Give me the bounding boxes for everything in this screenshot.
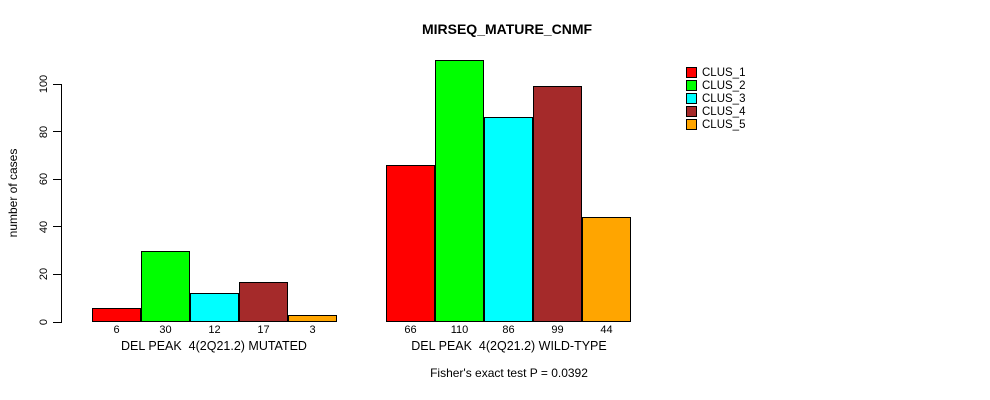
- y-tick-mark: [53, 83, 61, 85]
- legend-label-clus_4: CLUS_4: [702, 105, 746, 118]
- bar-clus_1: [386, 165, 435, 322]
- legend-label-clus_3: CLUS_3: [702, 92, 746, 105]
- bar-value-label: 44: [600, 324, 613, 336]
- y-tick-label: 40: [38, 220, 50, 233]
- bar-clus_2: [435, 60, 484, 322]
- y-axis-line: [61, 84, 62, 323]
- y-tick-label: 80: [38, 125, 50, 138]
- fisher-test-annotation: Fisher's exact test P = 0.0392: [430, 366, 588, 380]
- bar-value-label: 30: [159, 324, 172, 336]
- bar-value-label: 110: [450, 324, 469, 336]
- legend-swatch-clus_2: [686, 80, 697, 91]
- y-tick-label: 20: [38, 268, 50, 281]
- bar-value-label: 17: [257, 324, 270, 336]
- y-tick-label: 60: [38, 173, 50, 186]
- bar-value-label: 12: [208, 324, 221, 336]
- legend-swatch-clus_4: [686, 106, 697, 117]
- bar-value-label: 99: [551, 324, 564, 336]
- bar-value-label: 66: [404, 324, 417, 336]
- y-tick-mark: [53, 131, 61, 133]
- legend-label-clus_2: CLUS_2: [702, 79, 746, 92]
- y-tick-label: 0: [38, 318, 50, 326]
- legend-swatch-clus_3: [686, 93, 697, 104]
- bar-clus_5: [582, 217, 631, 322]
- legend-swatch-clus_5: [686, 119, 697, 130]
- y-tick-label: 100: [38, 74, 50, 94]
- bar-clus_3: [190, 293, 239, 322]
- group-label-mutated: DEL PEAK 4(2Q21.2) MUTATED: [121, 339, 307, 353]
- bar-clus_2: [141, 251, 190, 322]
- legend-swatch-clus_1: [686, 67, 697, 78]
- bar-value-label: 86: [502, 324, 515, 336]
- bar-clus_5: [288, 315, 337, 322]
- y-axis-label: number of cases: [6, 148, 20, 238]
- group-label-wildtype: DEL PEAK 4(2Q21.2) WILD-TYPE: [411, 339, 607, 353]
- legend-label-clus_5: CLUS_5: [702, 118, 746, 131]
- bar-clus_4: [239, 282, 288, 322]
- bar-clus_3: [484, 117, 533, 322]
- bar-value-label: 6: [113, 324, 120, 336]
- legend-label-clus_1: CLUS_1: [702, 66, 746, 79]
- y-tick-mark: [53, 226, 61, 228]
- y-tick-mark: [53, 178, 61, 180]
- y-tick-mark: [53, 273, 61, 275]
- bar-clus_1: [92, 308, 141, 322]
- y-tick-mark: [53, 321, 61, 323]
- chart-title: MIRSEQ_MATURE_CNMF: [421, 21, 593, 37]
- bar-value-label: 3: [309, 324, 316, 336]
- bar-clus_4: [533, 86, 582, 322]
